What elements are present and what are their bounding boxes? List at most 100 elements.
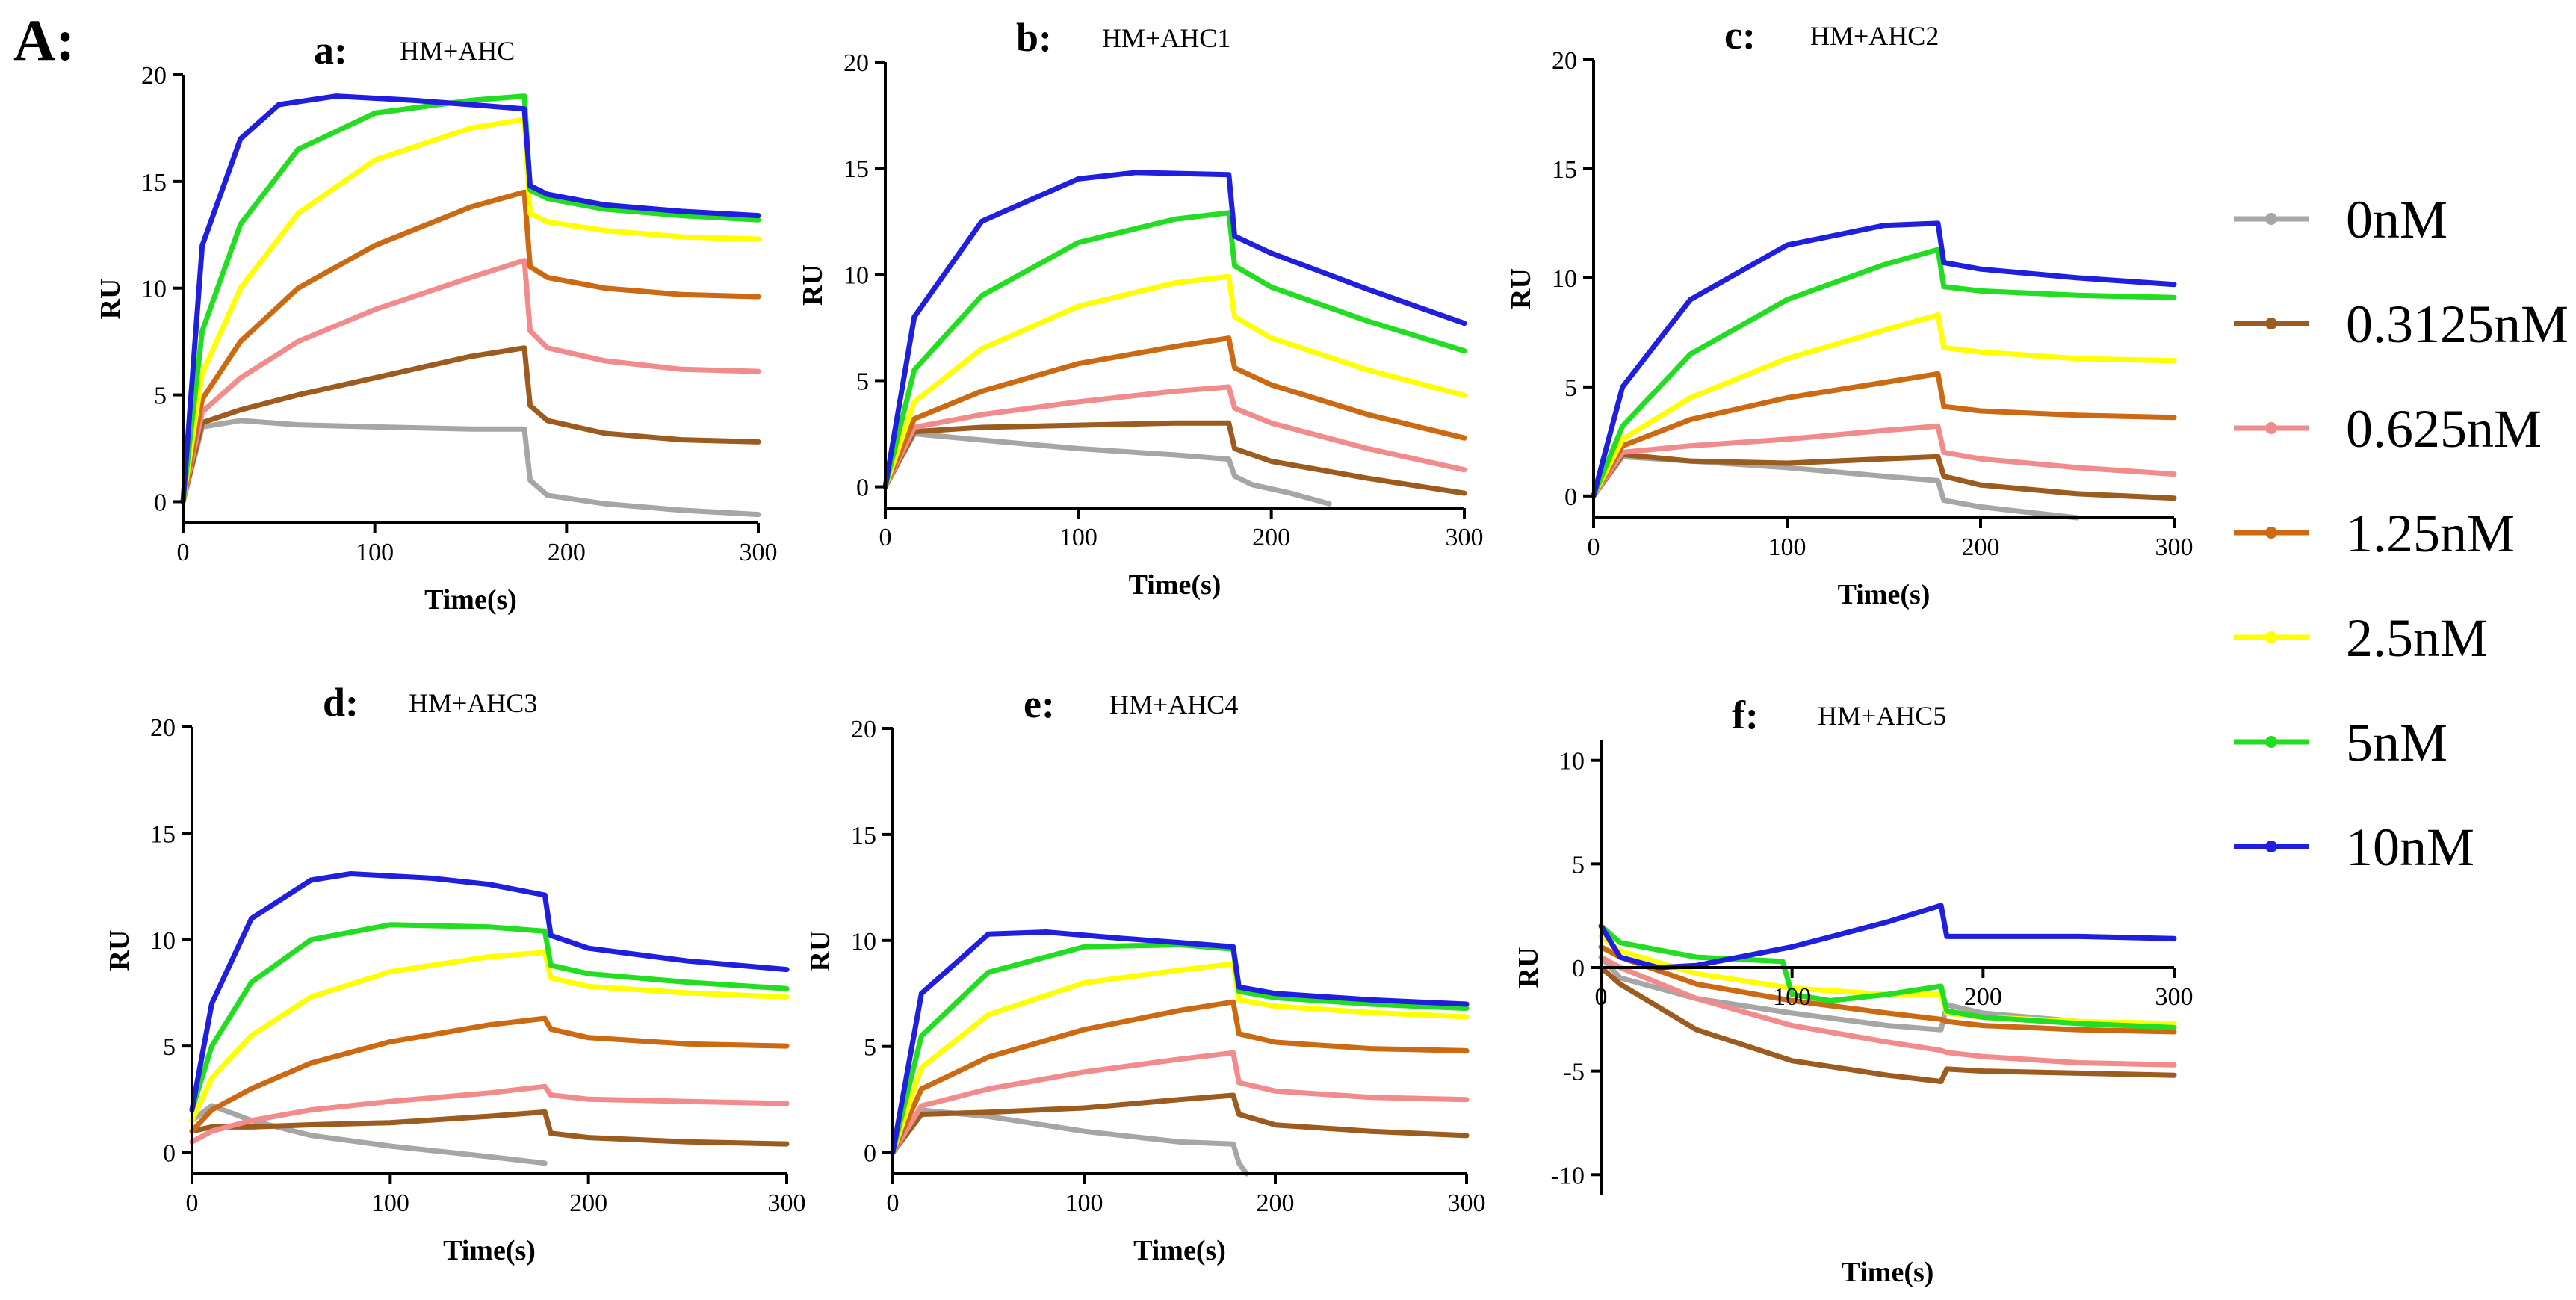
series-line-0nM (882, 431, 1332, 507)
y-tick-label: 0 (1564, 483, 1577, 511)
x-tick-label: 300 (1446, 524, 1484, 551)
series-group (890, 929, 1470, 1177)
y-tick-label: 0 (154, 489, 167, 516)
series-line-0.625nM (882, 384, 1467, 490)
y-tick-label: 15 (141, 169, 167, 196)
series-line-0.625nM (1598, 954, 2177, 1068)
series-group (1591, 220, 2177, 521)
x-tick-label: 200 (1252, 524, 1290, 551)
x-axis-label: Time(s) (1838, 579, 1931, 610)
legend-marker (2265, 213, 2277, 225)
y-tick-label: 5 (163, 1033, 176, 1061)
series-line-1.25nM (189, 1015, 790, 1134)
legend-label: 2.5nM (2346, 608, 2488, 668)
legend-label: 0.3125nM (2346, 294, 2569, 354)
panel-label: c: (1724, 13, 1756, 58)
series-line-0.3125nM (882, 420, 1467, 496)
series-line-10nM (1598, 903, 2177, 971)
y-tick-label: 5 (864, 1034, 876, 1062)
x-tick-label: 0 (879, 524, 892, 551)
series-line-2.5nM (180, 117, 761, 504)
series-line-10nM (180, 93, 761, 504)
x-tick-label: 200 (1964, 983, 2002, 1011)
series-line-2.5nM (189, 950, 790, 1124)
x-axis-label: Time(s) (1129, 569, 1222, 601)
legend-item: 0.625nM (2234, 399, 2542, 459)
panel-title: HM+AHC3 (409, 688, 537, 718)
series-line-0.625nM (890, 1050, 1470, 1156)
x-tick-label: 100 (1059, 524, 1097, 551)
x-tick-label: 300 (740, 539, 778, 566)
series-line-0nM (189, 1103, 548, 1166)
x-tick-label: 100 (1768, 533, 1806, 561)
series-line-5nM (1591, 247, 2177, 499)
y-tick-label: 10 (1559, 748, 1585, 776)
x-tick-label: 200 (548, 539, 586, 566)
series-line-5nM (189, 922, 790, 1113)
x-tick-label: 200 (569, 1189, 607, 1217)
series-line-0.625nM (1591, 423, 2177, 499)
y-tick-label: 0 (856, 474, 869, 502)
legend-marker (2265, 527, 2277, 539)
series-line-1.25nM (180, 189, 761, 504)
y-tick-label: 20 (150, 714, 176, 742)
x-tick-label: 0 (177, 539, 190, 566)
x-tick-label: 100 (1065, 1189, 1103, 1217)
y-axis-label: RU (805, 931, 836, 972)
legend-item: 2.5nM (2234, 608, 2488, 668)
series-line-5nM (882, 210, 1467, 490)
y-tick-label: 20 (141, 62, 167, 90)
panel-title: HM+AHC (400, 36, 515, 66)
series-line-0.3125nM (1591, 451, 2177, 501)
panel-label: f: (1732, 693, 1759, 737)
series-line-0nM (180, 418, 761, 518)
y-tick-label: -5 (1564, 1059, 1585, 1086)
legend-marker (2265, 318, 2277, 329)
y-axis-label: RU (797, 264, 829, 306)
series-line-5nM (1598, 923, 2177, 1030)
y-tick-label: 5 (154, 383, 167, 410)
series-line-10nM (890, 929, 1470, 1156)
y-tick-label: 10 (851, 928, 876, 956)
panel-label: a: (314, 28, 347, 72)
legend-item: 0nM (2234, 190, 2447, 250)
x-tick-label: 100 (1773, 983, 1811, 1011)
y-tick-label: 5 (1564, 374, 1577, 402)
y-tick-label: 15 (851, 822, 876, 849)
legend-marker (2265, 631, 2277, 643)
legend-label: 0nM (2346, 190, 2447, 250)
series-line-0.3125nM (890, 1092, 1470, 1156)
legend-item: 1.25nM (2234, 504, 2515, 563)
series-line-5nM (180, 93, 761, 504)
y-tick-label: 5 (1572, 851, 1585, 879)
series-group (1598, 903, 2177, 1084)
x-tick-label: 100 (371, 1189, 409, 1217)
y-axis-label: RU (1513, 947, 1544, 988)
x-tick-label: 300 (1448, 1189, 1486, 1217)
panel-label: d: (323, 680, 359, 725)
x-tick-label: 300 (768, 1189, 806, 1217)
panel-title: HM+AHC2 (1810, 21, 1939, 51)
series-line-0.3125nM (189, 1109, 790, 1147)
figure-label: A: (13, 7, 75, 72)
panel-label: e: (1024, 681, 1055, 726)
x-axis-label: Time(s) (1133, 1235, 1226, 1266)
series-line-2.5nM (890, 961, 1470, 1156)
y-axis-label: RU (104, 930, 135, 971)
legend-label: 10nM (2346, 817, 2474, 877)
y-tick-label: 10 (843, 261, 869, 289)
x-tick-label: 300 (2155, 533, 2193, 561)
panel-label: b: (1016, 15, 1052, 60)
series-line-10nM (882, 170, 1467, 490)
series-line-0.625nM (189, 1083, 790, 1145)
series-group (882, 170, 1467, 507)
series-line-10nM (1591, 220, 2177, 499)
legend-label: 0.625nM (2346, 399, 2542, 459)
series-line-1.25nM (882, 335, 1467, 490)
y-axis-label: RU (95, 279, 126, 320)
x-tick-label: 0 (1588, 533, 1600, 561)
series-line-1.25nM (1598, 944, 2177, 1035)
x-tick-label: 0 (887, 1189, 900, 1217)
